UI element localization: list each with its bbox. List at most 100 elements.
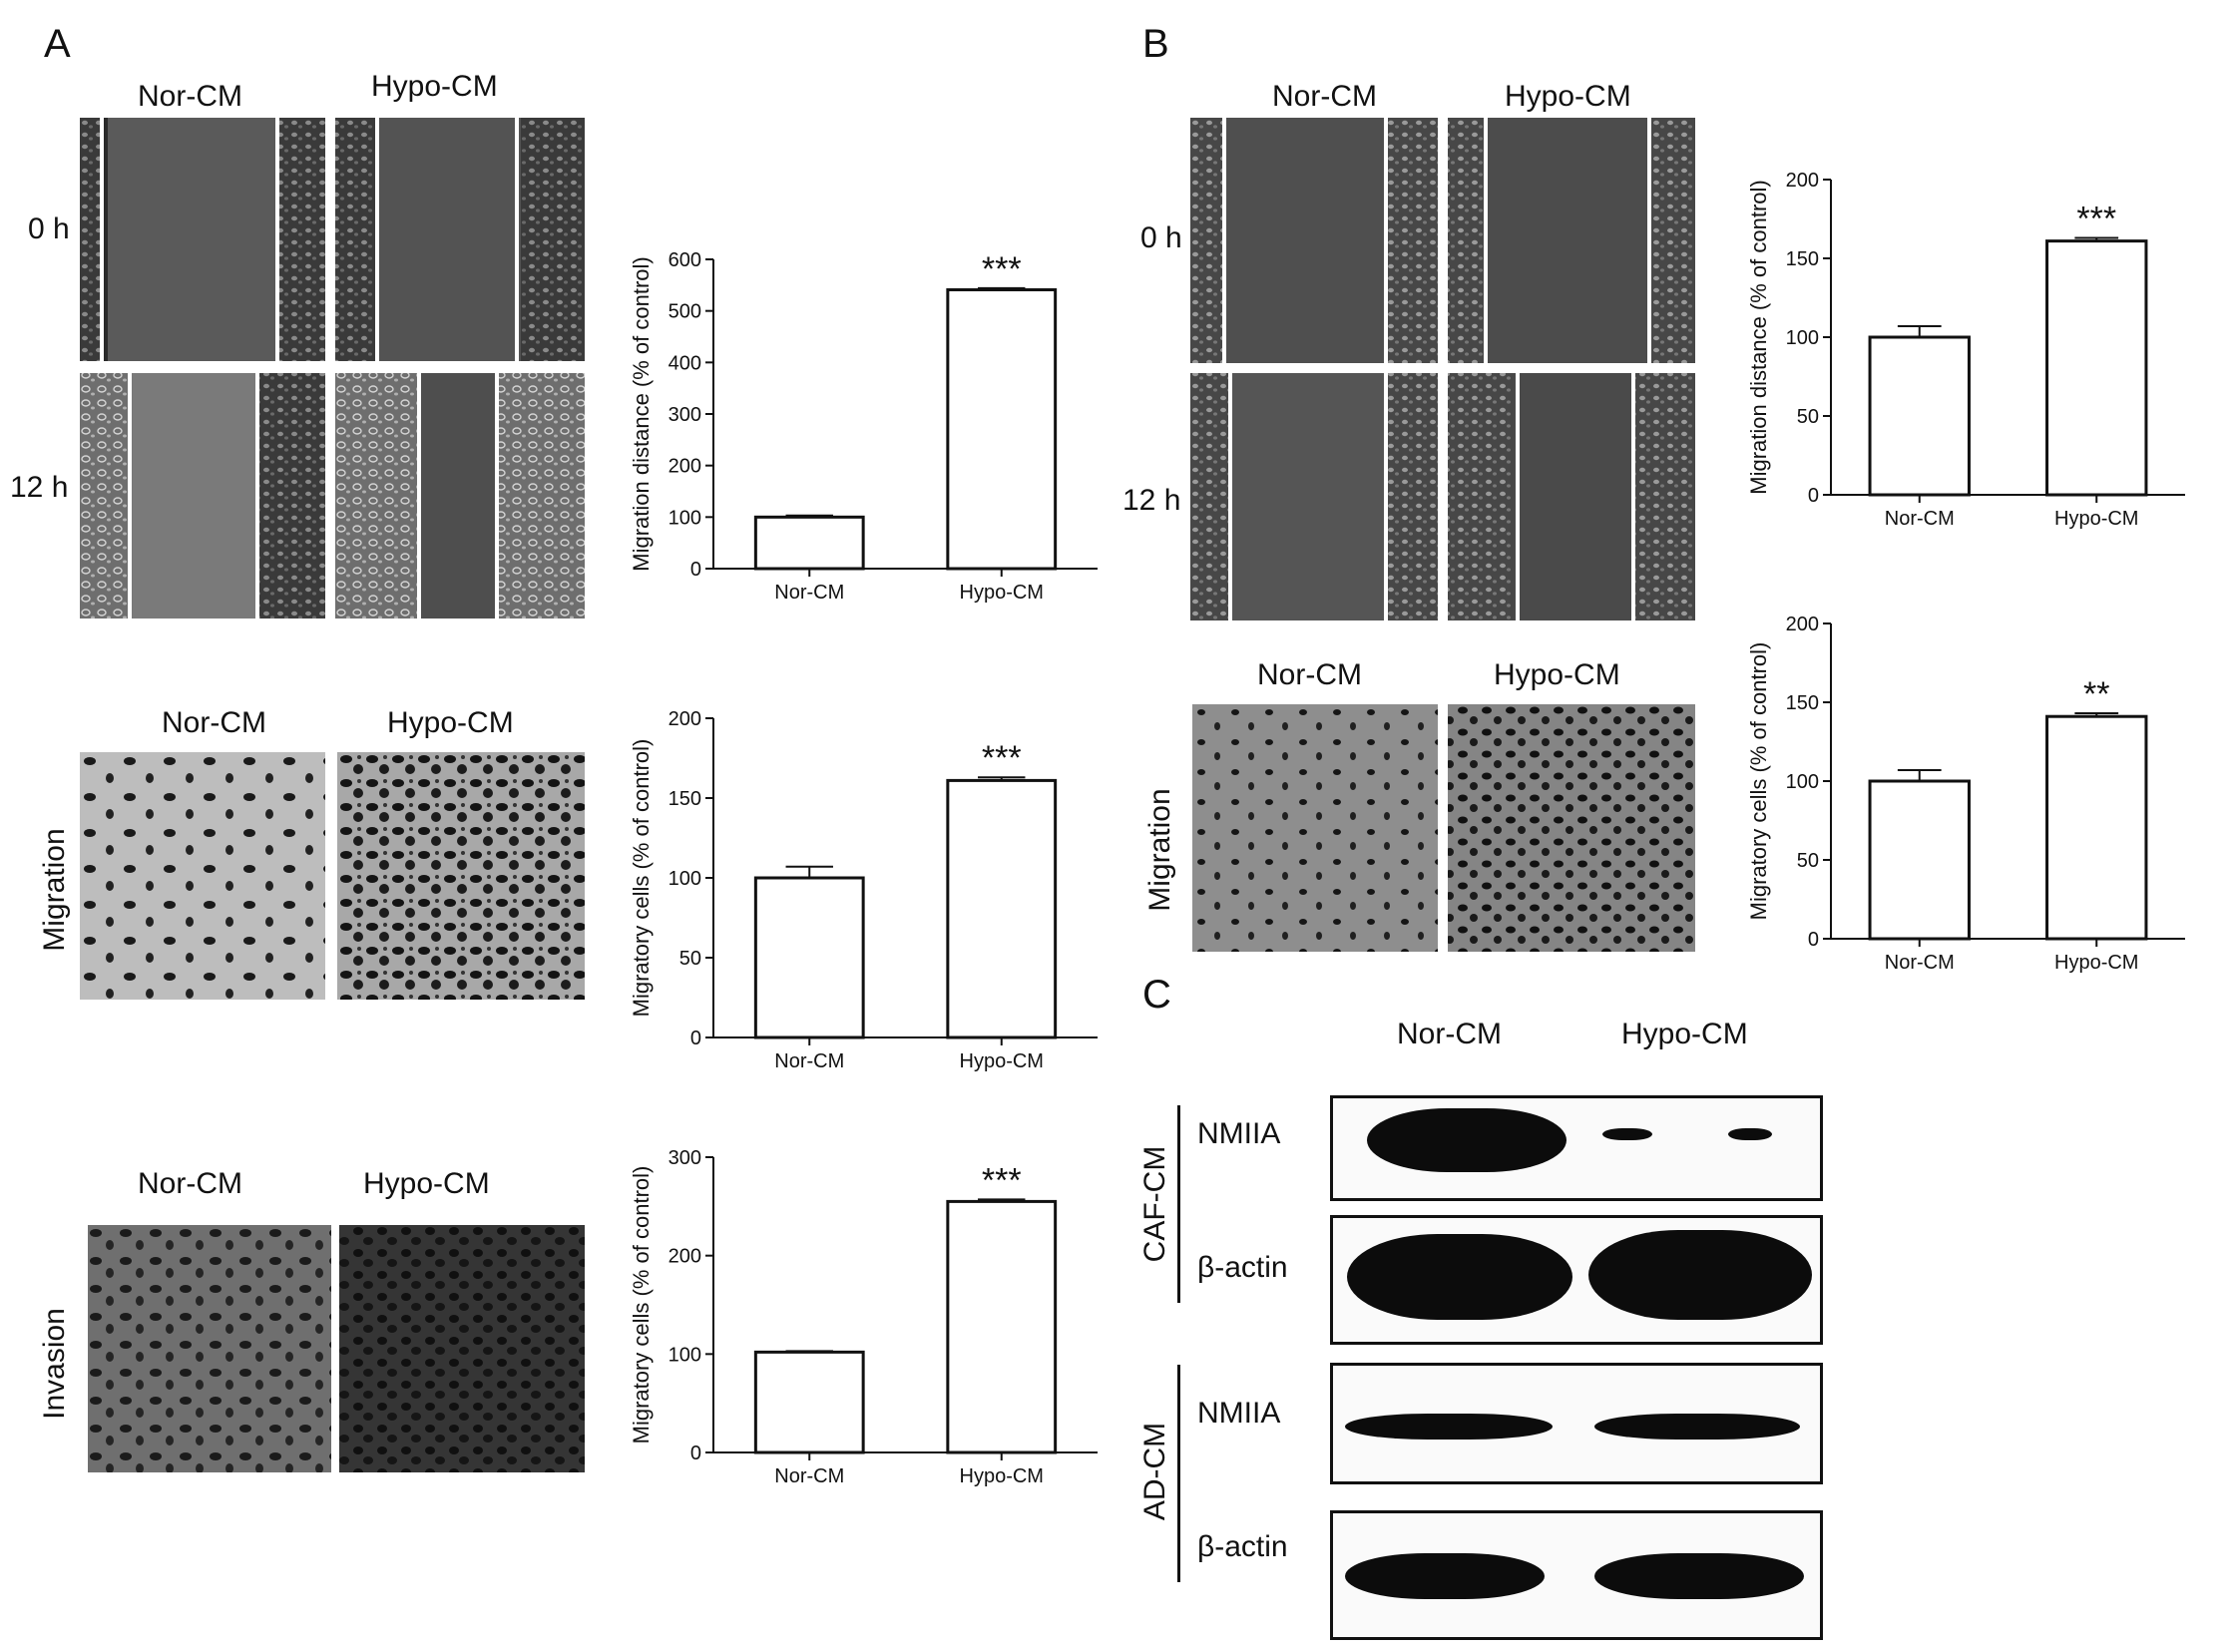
y-tick-label: 0 xyxy=(690,1443,701,1464)
x-tick-label: Hypo-CM xyxy=(960,1050,1044,1072)
band-hypo xyxy=(1602,1128,1652,1140)
x-tick-label: Nor-CM xyxy=(774,1050,844,1072)
c-group-label-ad: AD-CM xyxy=(1138,1422,1171,1521)
a-invasion-row-label: Invasion xyxy=(38,1308,71,1420)
b-wound-micrographs xyxy=(1190,118,1695,620)
x-tick-label: Nor-CM xyxy=(774,582,844,604)
y-tick-label: 500 xyxy=(669,301,701,323)
a-wound-row-label-0h: 0 h xyxy=(28,212,70,245)
chart-a2: 0 50 100 150 200 Migratory cells (% of contro… xyxy=(629,708,1098,1072)
band-nor xyxy=(1345,1553,1545,1599)
band-hypo xyxy=(1588,1230,1812,1320)
b-migration-col-label-hypo: Hypo-CM xyxy=(1494,658,1620,691)
bar-0 xyxy=(1868,335,1971,497)
y-tick-label: 150 xyxy=(1786,248,1819,270)
y-axis-label: Migratory cells (% of control) xyxy=(1746,642,1771,921)
panel-letter-b: B xyxy=(1142,22,1169,66)
bar-0 xyxy=(753,515,865,571)
a-invasion-col-label-nor: Nor-CM xyxy=(138,1167,242,1200)
bar-1 xyxy=(2045,239,2148,497)
y-tick-label: 150 xyxy=(669,788,701,810)
b-wound-nor-0h-image xyxy=(1190,118,1438,363)
y-tick-label: 300 xyxy=(669,404,701,426)
x-tick-label: Nor-CM xyxy=(1885,952,1955,974)
c-blot-ad-nmiia xyxy=(1330,1363,1823,1484)
band-hypo xyxy=(1594,1414,1800,1440)
x-tick-label: Hypo-CM xyxy=(960,1465,1044,1487)
significance-label: *** xyxy=(982,250,1022,288)
c-blot-ad-actin xyxy=(1330,1510,1823,1640)
y-tick-label: 200 xyxy=(669,1246,701,1268)
significance-label: ** xyxy=(2083,675,2109,713)
b-wound-col-label-hypo: Hypo-CM xyxy=(1505,80,1631,113)
a-wound-hypo-12h-image xyxy=(335,373,585,619)
c-row-label-caf-actin: β-actin xyxy=(1197,1251,1288,1284)
c-row-label-ad-actin: β-actin xyxy=(1197,1530,1288,1563)
b-wound-row-label-12h: 12 h xyxy=(1122,484,1181,517)
y-axis-label: Migratory cells (% of control) xyxy=(629,739,654,1018)
bar-0 xyxy=(753,876,865,1039)
y-tick-label: 100 xyxy=(1786,327,1819,349)
bar-1 xyxy=(946,287,1058,571)
a-wound-nor-0h-image xyxy=(80,118,325,361)
c-row-label-ad-nmiia: NMIIA xyxy=(1197,1397,1281,1430)
y-tick-label: 600 xyxy=(669,249,701,271)
b-migration-micrographs xyxy=(1192,704,1695,952)
bar-1 xyxy=(946,778,1058,1039)
a-invasion-col-label-hypo: Hypo-CM xyxy=(363,1167,490,1200)
bar-0 xyxy=(1868,779,1971,941)
b-wound-hypo-0h-image xyxy=(1448,118,1695,363)
y-tick-label: 100 xyxy=(1786,771,1819,793)
bar-0 xyxy=(753,1350,865,1454)
x-tick-label: Hypo-CM xyxy=(960,582,1044,604)
y-tick-label: 50 xyxy=(1797,850,1819,872)
band-nor xyxy=(1367,1108,1567,1172)
y-tick-label: 100 xyxy=(669,507,701,529)
x-tick-label: Hypo-CM xyxy=(2054,508,2138,530)
y-tick-label: 200 xyxy=(1786,614,1819,635)
b-migration-nor-image xyxy=(1192,704,1438,952)
b-migration-row-label: Migration xyxy=(1143,788,1176,912)
significance-label: *** xyxy=(982,1161,1022,1199)
bar-1 xyxy=(946,1199,1058,1454)
y-axis-label: Migratory cells (% of control) xyxy=(629,1166,654,1445)
significance-label: *** xyxy=(2076,200,2116,237)
a-migration-hypo-image xyxy=(337,752,585,1000)
y-tick-label: 0 xyxy=(1808,485,1819,507)
y-tick-label: 0 xyxy=(690,559,701,581)
b-wound-row-label-0h: 0 h xyxy=(1140,221,1182,254)
a-migration-row-label: Migration xyxy=(38,828,71,952)
y-tick-label: 100 xyxy=(669,1344,701,1366)
chart-b1: 0 50 100 150 200 Migration distance (% of con… xyxy=(1746,170,2185,530)
a-invasion-micrographs xyxy=(88,1225,585,1472)
band-nor xyxy=(1347,1234,1572,1320)
band-hypo xyxy=(1594,1553,1804,1599)
y-tick-label: 0 xyxy=(690,1028,701,1049)
a-invasion-hypo-image xyxy=(339,1225,585,1472)
band-hypo xyxy=(1728,1128,1772,1140)
c-group-bracket-caf xyxy=(1177,1105,1180,1303)
y-axis-label: Migration distance (% of control) xyxy=(629,256,654,571)
y-tick-label: 200 xyxy=(669,456,701,478)
y-tick-label: 400 xyxy=(669,352,701,374)
b-wound-nor-12h-image xyxy=(1190,373,1438,620)
c-blot-caf-actin xyxy=(1330,1215,1823,1345)
chart-a1: 0 100 200 300 400 500 600 Migration distance (%… xyxy=(629,249,1098,604)
y-tick-label: 50 xyxy=(1797,406,1819,428)
y-tick-label: 100 xyxy=(669,868,701,890)
y-axis-label: Migration distance (% of control) xyxy=(1746,180,1771,494)
a-migration-col-label-nor: Nor-CM xyxy=(162,706,266,739)
y-tick-label: 300 xyxy=(669,1147,701,1169)
significance-label: *** xyxy=(982,739,1022,777)
band-nor xyxy=(1345,1414,1553,1440)
panel-letter-a: A xyxy=(44,22,71,66)
a-migration-micrographs xyxy=(80,752,585,1000)
a-wound-col-label-hypo: Hypo-CM xyxy=(371,70,498,103)
a-migration-col-label-hypo: Hypo-CM xyxy=(387,706,514,739)
c-col-label-hypo: Hypo-CM xyxy=(1621,1018,1748,1050)
b-migration-col-label-nor: Nor-CM xyxy=(1257,658,1362,691)
a-wound-micrographs xyxy=(80,118,585,619)
c-col-label-nor: Nor-CM xyxy=(1397,1018,1502,1050)
y-tick-label: 150 xyxy=(1786,692,1819,714)
bar-1 xyxy=(2045,714,2148,941)
